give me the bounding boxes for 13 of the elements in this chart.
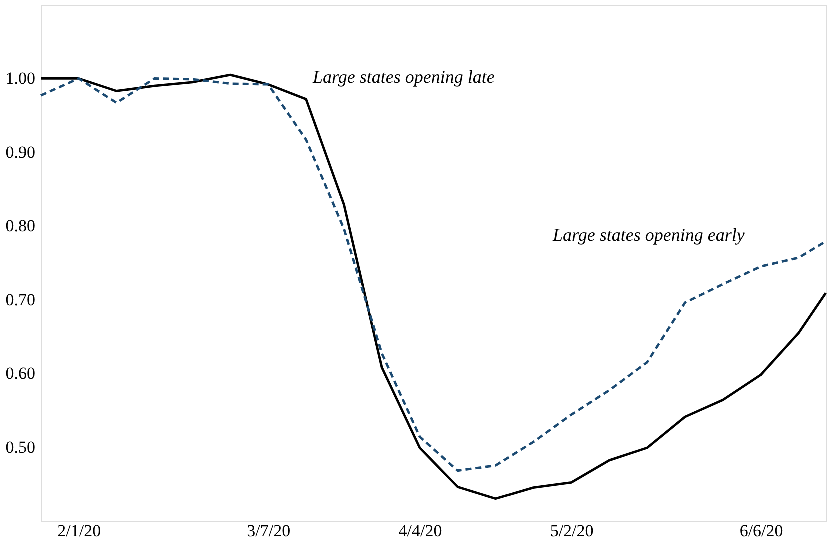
x-tick-label: 2/1/20	[58, 522, 102, 540]
annotation: Large states opening early	[552, 225, 745, 245]
x-tick-label: 5/2/20	[550, 522, 594, 540]
y-tick-label: 0.70	[6, 290, 36, 310]
y-tick-label: 0.90	[6, 142, 36, 162]
annotation: Large states opening late	[312, 67, 495, 87]
y-tick-label: 0.50	[6, 438, 36, 457]
y-tick-label: 0.60	[6, 364, 36, 384]
y-tick-label: 1.00	[6, 69, 36, 88]
x-tick-label: 3/7/20	[247, 522, 291, 540]
y-tick-label: 0.80	[6, 216, 36, 236]
x-tick-label: 4/4/20	[398, 522, 442, 540]
x-tick-label: 6/6/20	[740, 522, 784, 540]
